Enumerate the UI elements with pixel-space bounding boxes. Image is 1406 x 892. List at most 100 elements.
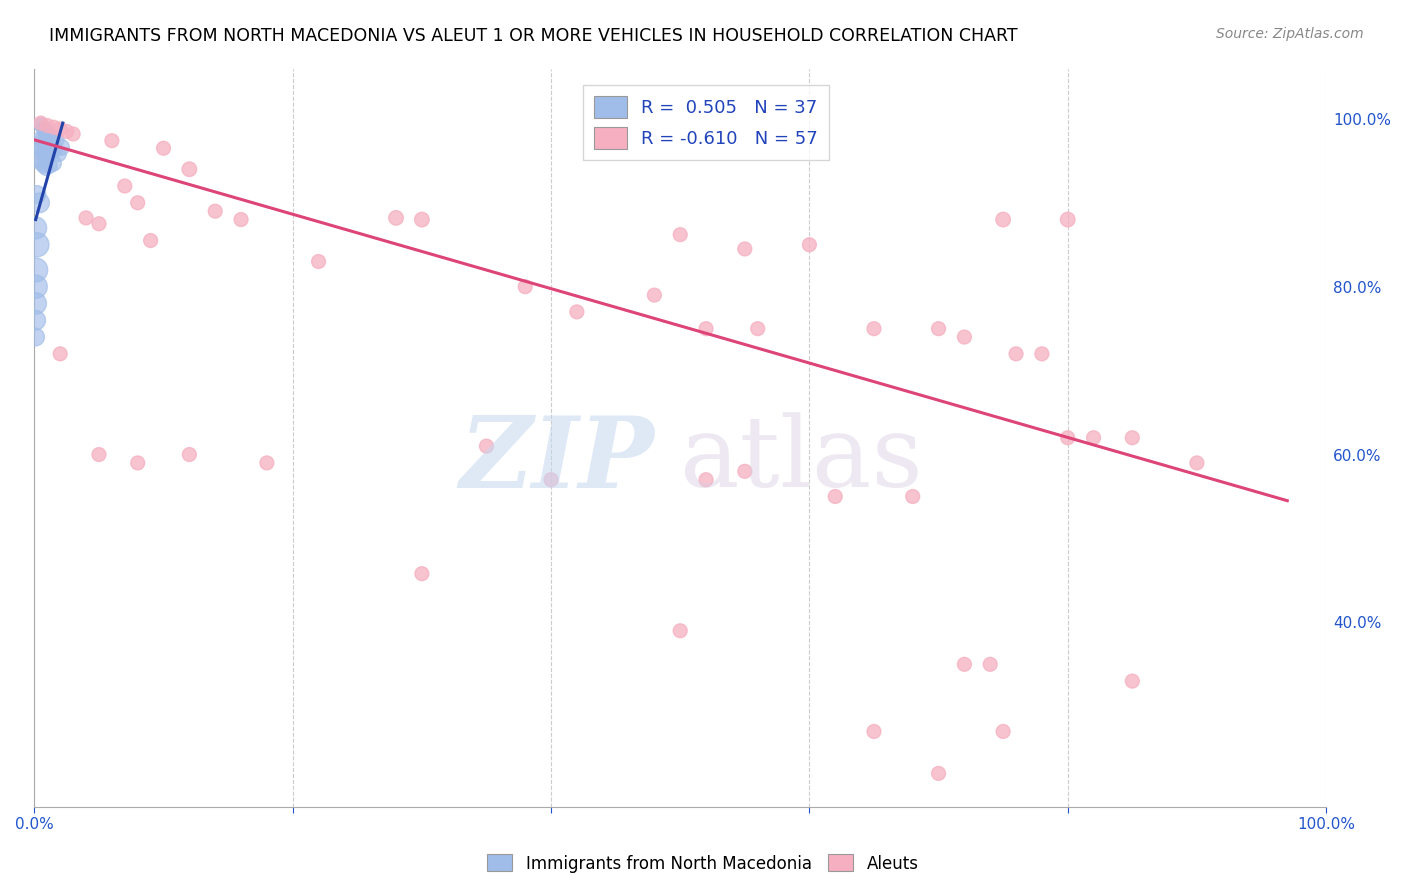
Point: [565, 305, 588, 319]
Point: [24, 313, 46, 327]
Point: [42, 156, 65, 170]
Point: [87, 217, 110, 231]
Text: Source: ZipAtlas.com: Source: ZipAtlas.com: [1216, 27, 1364, 41]
Point: [1056, 212, 1078, 227]
Point: [42, 130, 65, 145]
Point: [863, 321, 886, 335]
Point: [34, 136, 56, 150]
Point: [35, 161, 58, 176]
Point: [28, 195, 51, 210]
Point: [87, 448, 110, 462]
Point: [30, 156, 52, 170]
Point: [799, 237, 821, 252]
Point: [1185, 456, 1208, 470]
Point: [114, 179, 136, 194]
Point: [25, 237, 48, 252]
Text: ZIP: ZIP: [460, 411, 654, 508]
Point: [669, 227, 692, 242]
Point: [475, 439, 498, 453]
Point: [991, 212, 1014, 227]
Point: [48, 147, 70, 161]
Point: [127, 456, 149, 470]
Point: [27, 153, 49, 168]
Point: [308, 254, 330, 268]
Point: [734, 464, 756, 478]
Point: [62, 127, 84, 141]
Point: [979, 657, 1001, 672]
Point: [540, 473, 562, 487]
Point: [45, 133, 67, 147]
Point: [31, 147, 53, 161]
Point: [34, 145, 56, 160]
Point: [928, 321, 950, 335]
Point: [824, 490, 846, 504]
Point: [953, 330, 976, 344]
Point: [24, 279, 46, 293]
Point: [37, 148, 59, 162]
Point: [1031, 347, 1053, 361]
Point: [42, 120, 65, 135]
Point: [32, 159, 55, 173]
Point: [229, 212, 252, 227]
Point: [734, 242, 756, 256]
Point: [28, 132, 51, 146]
Point: [38, 159, 60, 173]
Point: [1121, 674, 1143, 689]
Point: [695, 473, 717, 487]
Point: [37, 136, 59, 151]
Point: [901, 490, 924, 504]
Point: [411, 566, 433, 581]
Point: [1121, 431, 1143, 445]
Point: [139, 234, 162, 248]
Point: [24, 330, 46, 344]
Point: [44, 142, 66, 156]
Point: [37, 119, 59, 133]
Point: [152, 141, 174, 155]
Legend: Immigrants from North Macedonia, Aleuts: Immigrants from North Macedonia, Aleuts: [481, 847, 925, 880]
Point: [1005, 347, 1028, 361]
Point: [39, 128, 62, 143]
Point: [75, 211, 97, 225]
Point: [179, 448, 201, 462]
Point: [51, 140, 73, 154]
Point: [41, 144, 63, 158]
Point: [25, 187, 48, 202]
Point: [515, 279, 537, 293]
Point: [411, 212, 433, 227]
Point: [35, 124, 58, 138]
Point: [695, 321, 717, 335]
Point: [101, 134, 124, 148]
Point: [256, 456, 278, 470]
Point: [31, 134, 53, 148]
Point: [30, 143, 52, 157]
Point: [204, 204, 226, 219]
Point: [24, 263, 46, 277]
Point: [863, 724, 886, 739]
Legend: R =  0.505   N = 37, R = -0.610   N = 57: R = 0.505 N = 37, R = -0.610 N = 57: [583, 85, 828, 160]
Point: [24, 221, 46, 235]
Point: [32, 145, 55, 159]
Point: [38, 127, 60, 141]
Point: [1083, 431, 1105, 445]
Point: [991, 724, 1014, 739]
Point: [30, 118, 52, 132]
Text: atlas: atlas: [681, 412, 922, 508]
Point: [27, 141, 49, 155]
Point: [385, 211, 408, 225]
Point: [1056, 431, 1078, 445]
Point: [127, 195, 149, 210]
Point: [38, 138, 60, 153]
Point: [30, 116, 52, 130]
Point: [669, 624, 692, 638]
Point: [643, 288, 665, 302]
Point: [55, 124, 77, 138]
Point: [747, 321, 769, 335]
Point: [32, 122, 55, 136]
Point: [24, 296, 46, 310]
Text: IMMIGRANTS FROM NORTH MACEDONIA VS ALEUT 1 OR MORE VEHICLES IN HOUSEHOLD CORRELA: IMMIGRANTS FROM NORTH MACEDONIA VS ALEUT…: [49, 27, 1018, 45]
Point: [953, 657, 976, 672]
Point: [49, 122, 72, 136]
Point: [49, 347, 72, 361]
Point: [179, 162, 201, 177]
Point: [928, 766, 950, 780]
